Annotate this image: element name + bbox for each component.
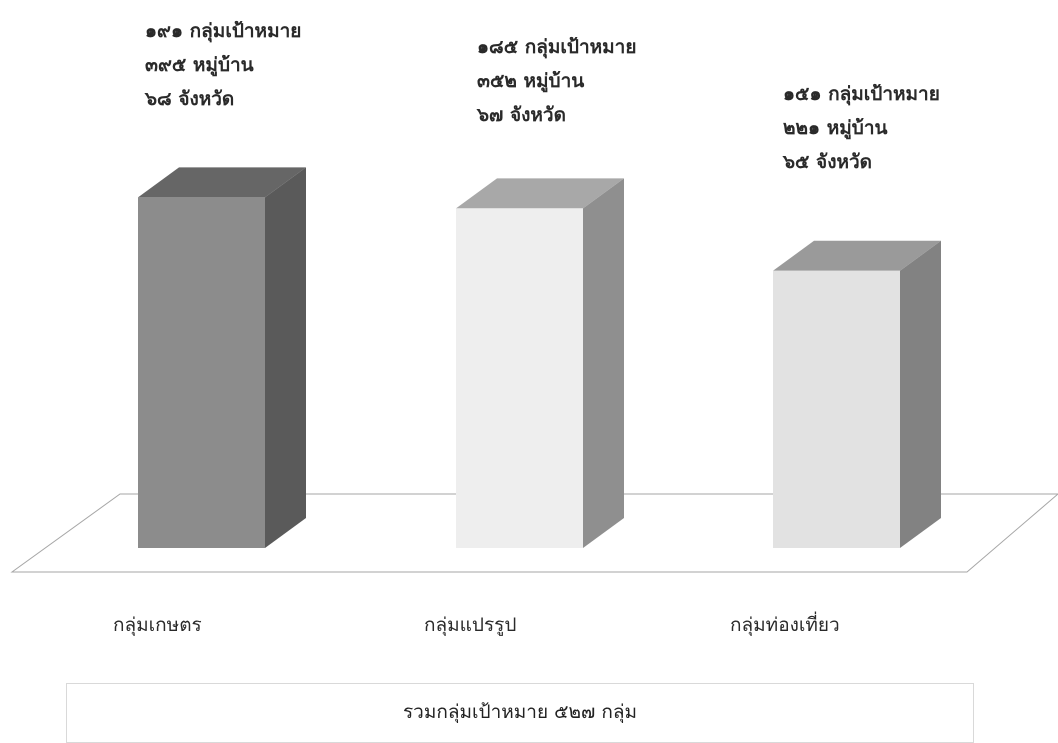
annotation-tourism: ๑๕๑ กลุ่มเป้าหมาย ๒๒๑ หมู่บ้าน ๖๕ จังหวั…	[783, 77, 940, 179]
annotation-agri: ๑๙๑ กลุ่มเป้าหมาย ๓๙๕ หมู่บ้าน ๖๘ จังหวั…	[145, 14, 301, 116]
bar-agri-side	[265, 167, 306, 548]
annotation-processing-provinces: ๖๗ จังหวัด	[477, 104, 566, 126]
category-label-tourism: กลุ่มท่องเที่ยว	[730, 614, 840, 636]
annotation-processing-groups: ๑๘๕ กลุ่มเป้าหมาย	[477, 36, 637, 58]
annotation-tourism-groups: ๑๕๑ กลุ่มเป้าหมาย	[783, 83, 940, 105]
bar-tourism-side	[900, 240, 941, 548]
bar-agri-top	[138, 167, 306, 198]
annotation-tourism-villages: ๒๒๑ หมู่บ้าน	[783, 117, 888, 139]
summary-total-text: รวมกลุ่มเป้าหมาย ๕๒๗ กลุ่ม	[402, 701, 638, 723]
bar-processing-side	[583, 178, 624, 548]
bar-tourism-front	[773, 270, 900, 548]
bar-tourism-top	[773, 240, 941, 271]
annotation-processing-villages: ๓๕๒ หมู่บ้าน	[477, 70, 585, 92]
category-label-processing: กลุ่มแปรรูป	[424, 614, 517, 636]
annotation-agri-provinces: ๖๘ จังหวัด	[145, 88, 235, 110]
bar-agri	[138, 167, 306, 548]
annotation-agri-villages: ๓๙๕ หมู่บ้าน	[145, 54, 254, 76]
bars-group	[138, 167, 941, 548]
bar-processing-front	[456, 208, 583, 548]
category-label-agri: กลุ่มเกษตร	[113, 614, 202, 636]
annotation-agri-groups: ๑๙๑ กลุ่มเป้าหมาย	[145, 20, 302, 42]
bar-processing-top	[456, 178, 624, 209]
annotation-processing: ๑๘๕ กลุ่มเป้าหมาย ๓๕๒ หมู่บ้าน ๖๗ จังหวั…	[477, 30, 636, 132]
bar-tourism	[773, 240, 941, 548]
summary-total-box: รวมกลุ่มเป้าหมาย ๕๒๗ กลุ่ม	[66, 683, 974, 743]
bar-agri-front	[138, 197, 265, 548]
annotation-tourism-provinces: ๖๕ จังหวัด	[783, 151, 872, 173]
bar-processing	[456, 178, 624, 548]
